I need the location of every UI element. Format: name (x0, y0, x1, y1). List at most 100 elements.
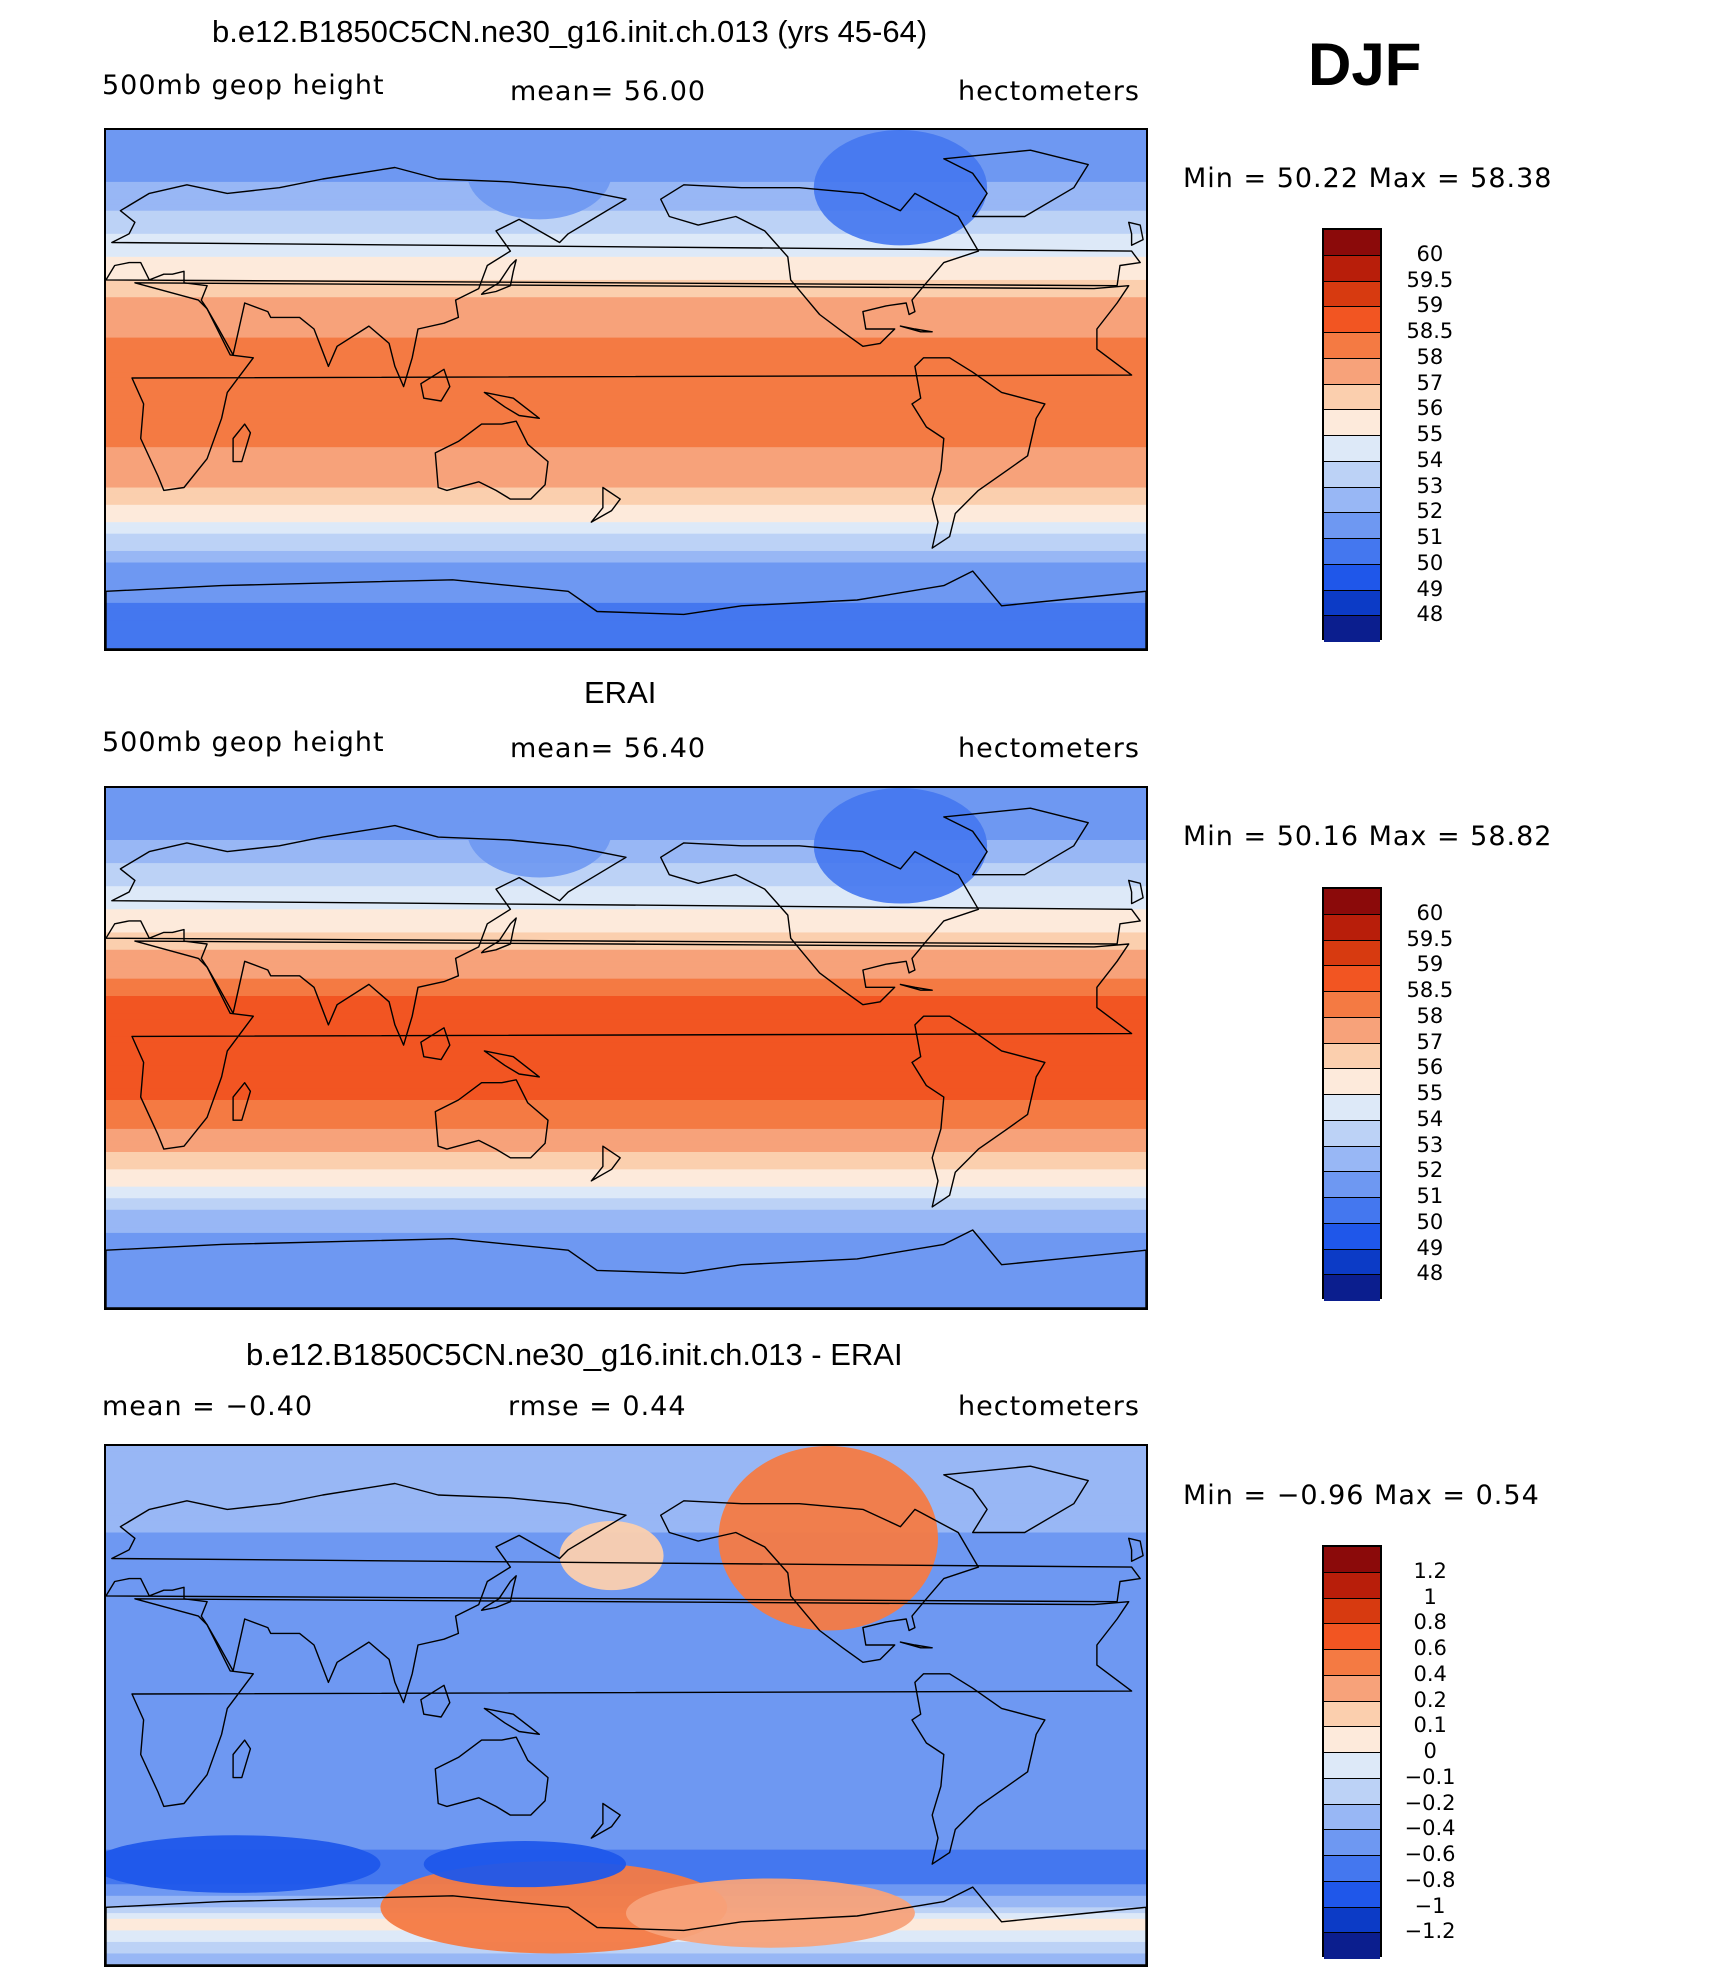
contour-band (106, 1820, 1146, 1828)
contour-band (106, 1826, 1146, 1833)
contour-band (106, 990, 1146, 997)
contour-band (106, 903, 1146, 910)
contour-band (106, 349, 1146, 356)
contour-band (106, 527, 1146, 535)
contour-band (106, 360, 1146, 368)
colorbar-label: 57 (1416, 1029, 1444, 1054)
colorbar-swatch (1324, 281, 1380, 308)
contour-band (106, 504, 1146, 512)
contour-band (106, 303, 1146, 310)
contour-band (106, 268, 1146, 275)
contour-band (106, 643, 1146, 649)
contour-band (106, 366, 1146, 373)
contour-band (106, 1757, 1146, 1764)
panel-2-variable: 500mb geop height (102, 727, 385, 758)
colorbar-label: 0.1 (1413, 1713, 1447, 1738)
coastline (943, 807, 1089, 876)
contour-band (106, 1953, 1146, 1960)
contour-band (106, 470, 1146, 477)
contour-band (106, 1780, 1146, 1787)
contour-band (106, 331, 1146, 339)
contour-band (106, 1152, 1146, 1159)
coastline (106, 1886, 1146, 1965)
contour-band (106, 1209, 1146, 1217)
contour-band (106, 199, 1146, 206)
contour-band (106, 429, 1146, 437)
contour-band (106, 153, 1146, 160)
contour-band (106, 401, 1146, 408)
colorbar-swatch (1324, 914, 1380, 941)
contour-band (106, 1463, 1146, 1470)
colorbar-label: 53 (1416, 1132, 1444, 1157)
contour-band (106, 487, 1146, 494)
colorbar-label: 54 (1416, 1106, 1444, 1131)
contour-band (106, 1030, 1146, 1038)
coastline (420, 1684, 451, 1718)
contour-band (106, 377, 1146, 385)
contour-band (106, 1088, 1146, 1095)
panel-3-minmax: Min = −0.96 Max = 0.54 (1183, 1480, 1540, 1511)
contour-band (106, 556, 1146, 564)
contour-band (106, 1682, 1146, 1689)
coastline (911, 357, 1046, 549)
contour-band (106, 228, 1146, 235)
contour-band (106, 1169, 1146, 1176)
colorbar-label: 59 (1416, 952, 1444, 977)
coastline (232, 423, 252, 463)
colorbar-swatch (1324, 1069, 1380, 1095)
colorbar-swatch (1324, 1856, 1380, 1882)
contour-band (106, 1128, 1146, 1136)
colorbar-swatch (1324, 1572, 1380, 1599)
colorbar-label: −0.4 (1404, 1816, 1456, 1841)
coastline (483, 1707, 540, 1735)
contour-band (106, 233, 1146, 241)
colorbar-swatch (1324, 487, 1380, 514)
contour-band (106, 158, 1146, 166)
colorbar-label: −0.6 (1404, 1842, 1456, 1866)
coastline (106, 166, 1141, 388)
contour-band (106, 424, 1146, 431)
contour-band (106, 1123, 1146, 1130)
colorbar-label: 58 (1416, 1003, 1444, 1028)
colorbar-swatch (1324, 1907, 1380, 1934)
colorbar-label: 59.5 (1406, 926, 1454, 951)
contour-band (106, 1653, 1146, 1660)
contour-low (813, 788, 988, 904)
contour-band (106, 1711, 1146, 1718)
contour-band (106, 452, 1146, 460)
contour-band (106, 1134, 1146, 1142)
colorbar-swatch (1324, 1598, 1380, 1625)
colorbar-swatch (1324, 333, 1380, 359)
colorbar-swatch (1324, 1043, 1380, 1070)
contour-band (106, 1855, 1146, 1862)
contour-band (106, 176, 1146, 183)
contour-band (106, 326, 1146, 333)
contour-band (106, 389, 1146, 396)
contour-band (106, 406, 1146, 414)
coastline (480, 259, 517, 296)
panel-1-mean: mean= 56.00 (510, 76, 707, 107)
contour-band (106, 585, 1146, 592)
contour-band (106, 1630, 1146, 1637)
colorbar-swatch (1324, 436, 1380, 462)
contour-band (106, 135, 1146, 143)
contour-band (106, 1763, 1146, 1770)
contour-band (106, 1786, 1146, 1793)
contour-band (106, 297, 1146, 304)
colorbar-label: 0 (1423, 1739, 1437, 1763)
contour-anomaly (106, 1835, 381, 1893)
contour-band (106, 863, 1146, 870)
contour-band (106, 880, 1146, 887)
contour-band (106, 1111, 1146, 1118)
contour-band (106, 932, 1146, 939)
colorbar-label: −0.2 (1404, 1790, 1456, 1815)
panel-3-contour-map (106, 1446, 1146, 1965)
contour-band (106, 1256, 1146, 1263)
contour-band (106, 320, 1146, 327)
coastline (899, 325, 933, 333)
contour-band (106, 1082, 1146, 1090)
contour-band (106, 1607, 1146, 1614)
contour-band (106, 1642, 1146, 1649)
contour-anomaly (380, 1861, 728, 1954)
contour-band (106, 1013, 1146, 1020)
